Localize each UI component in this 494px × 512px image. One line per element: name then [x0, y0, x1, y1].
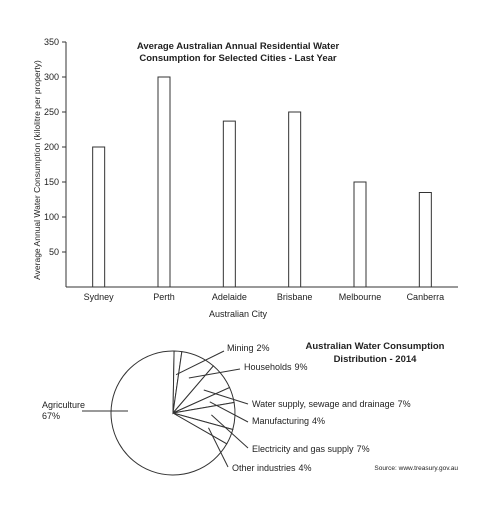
pie-label-manufacturing: Manufacturing 4% [252, 416, 325, 426]
y-tick-label-250: 250 [44, 107, 59, 117]
pie-label-text-other-industries: Other industries [232, 463, 296, 473]
y-axis-label: Average Annual Water Consumption (kiloli… [32, 60, 42, 280]
x-axis-label: Australian City [209, 309, 268, 319]
bar-chart-title-line-2: Consumption for Selected Cities - Last Y… [139, 53, 337, 64]
pie-value-mining: 2% [257, 343, 270, 353]
leader-manufacturing [209, 401, 249, 423]
pie-label-agriculture: Agriculture [42, 400, 85, 410]
pie-value-agriculture: 67% [42, 411, 60, 421]
x-tick-label-sydney: Sydney [84, 292, 115, 302]
pie-value-manufacturing: 4% [312, 416, 325, 426]
pie-slices [110, 350, 236, 476]
pie-chart: Australian Water Consumption Distributio… [42, 341, 458, 476]
pie-label-mining: Mining 2% [227, 343, 270, 353]
x-tick-label-perth: Perth [153, 292, 175, 302]
y-tick-label-300: 300 [44, 72, 59, 82]
pie-label-text-electricity-and-gas-supply: Electricity and gas supply [252, 444, 354, 454]
pie-value-water-supply-sewage-and-drainage: 7% [398, 399, 411, 409]
bar-brisbane [288, 111, 302, 288]
y-tick-label-350: 350 [44, 37, 59, 47]
y-tick-label-200: 200 [44, 142, 59, 152]
pie-label-text-mining: Mining [227, 343, 254, 353]
bar-canberra [418, 192, 432, 288]
bar-perth [157, 76, 171, 288]
pie-label-text-water-supply-sewage-and-drainage: Water supply, sewage and drainage [252, 399, 395, 409]
pie-label-electricity-and-gas-supply: Electricity and gas supply 7% [252, 444, 370, 454]
pie-value-other-industries: 4% [299, 463, 312, 473]
y-tick-label-150: 150 [44, 177, 59, 187]
pie-label-water-supply-sewage-and-drainage: Water supply, sewage and drainage 7% [252, 399, 411, 409]
x-tick-label-melbourne: Melbourne [339, 292, 382, 302]
pie-label-text-manufacturing: Manufacturing [252, 416, 309, 426]
bar-chart: Average Australian Annual Residential Wa… [32, 37, 458, 319]
leader-water-supply-sewage-and-drainage [203, 389, 249, 405]
leader-mining [175, 350, 225, 376]
pie-leaders [82, 350, 249, 468]
y-tick-label-50: 50 [49, 247, 59, 257]
leader-households [188, 368, 241, 379]
pie-label-text-households: Households [244, 362, 292, 372]
pie-chart-title-line-2: Distribution - 2014 [334, 354, 418, 365]
leader-electricity-and-gas-supply [211, 414, 249, 449]
pie-slice-other-industries [172, 412, 234, 445]
bars [92, 76, 432, 288]
bar-chart-title-line-1: Average Australian Annual Residential Wa… [137, 41, 340, 52]
pie-chart-title-line-1: Australian Water Consumption [306, 341, 445, 352]
pie-label-other-industries: Other industries 4% [232, 463, 312, 473]
x-tick-label-brisbane: Brisbane [277, 292, 313, 302]
x-ticks: Sydney Perth Adelaide Brisbane Melbourne Canb… [84, 292, 444, 302]
x-tick-label-adelaide: Adelaide [212, 292, 247, 302]
pie-label-households: Households 9% [244, 362, 308, 372]
bar-adelaide [222, 120, 236, 288]
pie-value-households: 9% [295, 362, 308, 372]
x-tick-label-canberra: Canberra [407, 292, 445, 302]
leader-other-industries [208, 427, 229, 468]
bar-melbourne [353, 181, 367, 288]
pie-slice-agriculture [110, 350, 228, 476]
y-tick-label-100: 100 [44, 212, 59, 222]
pie-value-electricity-and-gas-supply: 7% [357, 444, 370, 454]
source-note: Source: www.treasury.gov.au [374, 465, 458, 472]
y-ticks: 50 100 150 200 250 300 350 [44, 37, 66, 257]
bar-sydney [92, 146, 106, 288]
